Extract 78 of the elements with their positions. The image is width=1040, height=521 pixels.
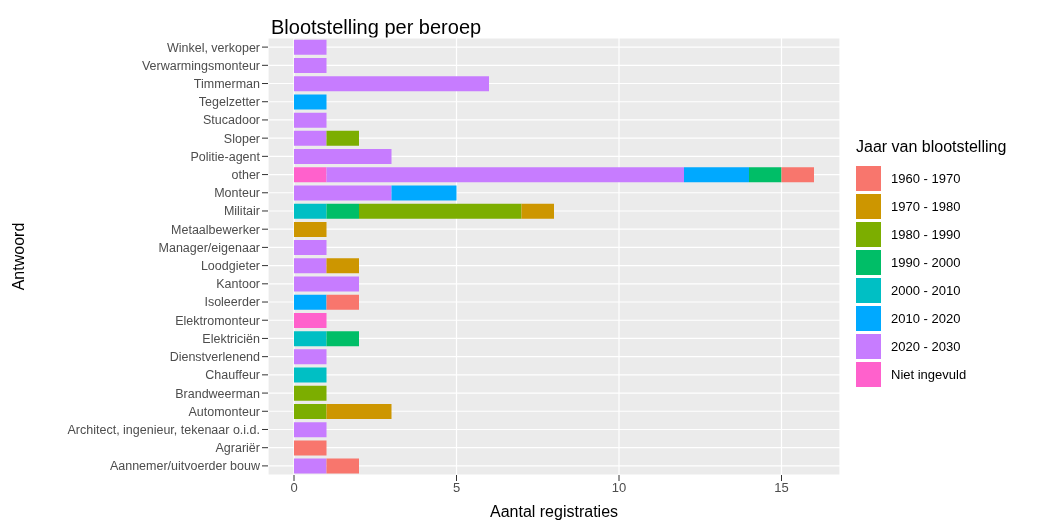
legend-title: Jaar van blootstelling xyxy=(856,138,1007,156)
y-tick-label: Architect, ingenieur, tekenaar o.i.d. xyxy=(67,422,260,437)
bar xyxy=(294,440,327,456)
bar xyxy=(294,403,327,419)
bar xyxy=(294,294,327,310)
bar xyxy=(684,167,749,183)
bar xyxy=(294,39,327,55)
bar xyxy=(521,203,554,219)
y-tick-label: Elektromonteur xyxy=(175,313,260,328)
bar xyxy=(294,130,327,146)
bar xyxy=(326,203,359,219)
bar xyxy=(294,76,489,92)
y-tick-label: Manager/eigenaar xyxy=(158,240,260,255)
bar xyxy=(294,385,327,401)
legend-label: 1960 - 1970 xyxy=(891,170,961,186)
y-tick-label: Loodgieter xyxy=(200,259,260,274)
y-tick-label: other xyxy=(231,168,260,182)
y-tick-label: Kantoor xyxy=(216,277,260,292)
bar xyxy=(326,458,359,474)
y-tick-label: Tegelzetter xyxy=(198,95,260,110)
legend-label: 1970 - 1980 xyxy=(891,198,961,214)
bar xyxy=(294,276,359,292)
chart-title: Blootstelling per beroep xyxy=(271,16,482,39)
y-tick-label: Metaalbewerker xyxy=(171,222,260,237)
bar xyxy=(294,422,327,438)
legend-label: 2010 - 2020 xyxy=(891,310,961,326)
y-tick-label: Politie-agent xyxy=(190,149,261,164)
x-tick-label: 5 xyxy=(452,480,461,496)
y-tick-label: Aannemer/uitvoerder bouw xyxy=(109,459,261,474)
y-axis-title: Antwoord xyxy=(9,222,27,291)
bar xyxy=(391,185,457,201)
y-tick-label: Monteur xyxy=(214,186,260,201)
bar xyxy=(294,240,327,256)
y-tick-label: Isoleerder xyxy=(204,295,260,310)
legend-label: 2000 - 2010 xyxy=(891,282,961,298)
bar xyxy=(326,403,392,419)
y-tick-label: Stucadoor xyxy=(203,113,260,128)
bar xyxy=(294,112,327,128)
bar xyxy=(294,312,327,328)
x-tick-label: 0 xyxy=(290,480,298,496)
y-tick-label: Dienstverlenend xyxy=(169,350,261,365)
bar xyxy=(359,203,522,219)
bar xyxy=(294,185,392,201)
bar xyxy=(326,167,684,183)
bar xyxy=(294,149,392,165)
y-tick-label: Elektriciën xyxy=(202,331,261,346)
y-tick-label: Militair xyxy=(223,204,260,219)
bar xyxy=(294,94,327,110)
y-tick-label: Chauffeur xyxy=(205,368,260,383)
x-tick-label: 10 xyxy=(611,480,627,496)
y-tick-label: Automonteur xyxy=(188,404,260,419)
y-tick-label: Sloper xyxy=(223,131,260,146)
bar xyxy=(294,258,327,274)
x-tick-label: 15 xyxy=(774,480,789,496)
bar xyxy=(326,130,359,146)
y-tick-label: Brandweerman xyxy=(175,386,261,401)
bar xyxy=(294,221,327,237)
legend-label: 2020 - 2030 xyxy=(891,338,961,354)
y-tick-label: Agrariër xyxy=(215,441,260,456)
bar xyxy=(781,167,814,183)
bar xyxy=(294,167,327,183)
bar xyxy=(749,167,782,183)
y-tick-label: Verwarmingsmonteur xyxy=(141,58,260,73)
bar xyxy=(326,331,359,347)
y-tick-label: Timmerman xyxy=(193,76,261,91)
legend-label: Niet ingevuld xyxy=(891,366,967,382)
y-tick-label: Winkel, verkoper xyxy=(166,40,260,55)
bar xyxy=(294,367,327,383)
bar xyxy=(326,294,359,310)
legend-label: 1990 - 2000 xyxy=(891,254,961,270)
bar xyxy=(326,258,359,274)
bar xyxy=(294,349,327,365)
legend-label: 1980 - 1990 xyxy=(891,226,961,242)
bar xyxy=(294,458,327,474)
bar xyxy=(294,58,327,74)
x-axis-title: Aantal registraties xyxy=(489,503,619,520)
bar xyxy=(294,203,327,219)
bar xyxy=(294,331,327,347)
